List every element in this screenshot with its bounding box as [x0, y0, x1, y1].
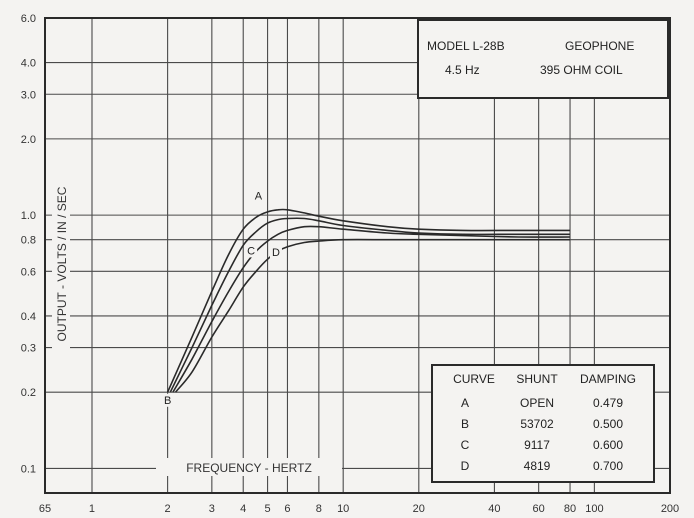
table-cell: D [461, 459, 470, 473]
curve-c [172, 225, 571, 393]
x-tick-label: 65 [39, 503, 51, 515]
table-cell: 53702 [520, 417, 554, 431]
response-curves [166, 208, 571, 393]
table-cell: OPEN [520, 396, 554, 410]
curve-label-bg [161, 393, 174, 407]
table-cell: B [461, 417, 469, 431]
curve-a [166, 208, 570, 393]
curve-labels: A C D B [161, 189, 282, 407]
tick-labels: 65 1 2 3 4 5 6 8 10 20 40 60 80 100 200 0.1 0.2 0.3 0.4 0.6… [21, 13, 679, 515]
y-tick-label: 1.0 [21, 210, 36, 222]
x-tick-label: 4 [240, 503, 246, 515]
y-tick-label: 3.0 [21, 89, 36, 101]
x-tick-label: 100 [585, 503, 603, 515]
curve-label-c: C [247, 245, 255, 257]
y-axis-label: OUTPUT - VOLTS / IN / SEC [55, 186, 69, 341]
geophone-label: GEOPHONE [565, 39, 634, 53]
x-tick-label: 6 [284, 503, 290, 515]
plot-frame [44, 17, 671, 494]
curve-label-b: B [164, 395, 171, 407]
y-tick-label: 0.3 [21, 343, 36, 355]
table-cell: 9117 [524, 438, 550, 452]
curve-label-bg [252, 189, 265, 203]
model-info-box: MODEL L-28B GEOPHONE 4.5 Hz 395 OHM COIL [417, 19, 669, 99]
x-axis-label: FREQUENCY - HERTZ [186, 461, 312, 475]
y-tick-label: 0.4 [21, 311, 36, 323]
table-cell: A [461, 396, 469, 410]
curve-label-d: D [272, 247, 280, 259]
x-tick-label: 1 [89, 503, 95, 515]
curve-d [174, 238, 570, 393]
y-tick-label: 0.1 [21, 463, 36, 475]
x-tick-label: 60 [533, 503, 545, 515]
x-tick-label: 10 [337, 503, 349, 515]
model-label: MODEL L-28B [427, 39, 505, 53]
curve-label-bg [269, 245, 282, 259]
x-tick-label: 40 [488, 503, 500, 515]
curve-label-bg [245, 244, 258, 258]
y-tick-label: 2.0 [21, 134, 36, 146]
y-tick-label: 4.0 [21, 58, 36, 70]
x-tick-label: 8 [316, 503, 322, 515]
x-tick-label: 3 [209, 503, 215, 515]
x-axis-label-group: FREQUENCY - HERTZ [156, 458, 342, 476]
y-tick-label: 0.2 [21, 387, 36, 399]
curve-label-a: A [255, 191, 263, 203]
table-cell: 4819 [524, 459, 551, 473]
x-tick-label: 80 [564, 503, 576, 515]
table-cell: 0.500 [593, 417, 623, 431]
table-cell: 0.479 [593, 396, 623, 410]
table-header: SHUNT [516, 372, 558, 386]
y-tick-label: 6.0 [21, 13, 36, 25]
y-axis-label-group: OUTPUT - VOLTS / IN / SEC [52, 150, 70, 380]
table-header: CURVE [453, 372, 495, 386]
table-cell: C [461, 438, 470, 452]
x-tick-label: 5 [265, 503, 271, 515]
table-cell: 0.600 [593, 438, 623, 452]
x-tick-label: 200 [661, 503, 679, 515]
table-cell: 0.700 [593, 459, 623, 473]
table-header: DAMPING [580, 372, 636, 386]
x-tick-label: 2 [165, 503, 171, 515]
x-tick-label: 20 [413, 503, 425, 515]
damping-table: CURVE SHUNT DAMPING A OPEN 0.479 B 53702 0.500 C 9… [431, 364, 655, 483]
y-tick-label: 0.8 [21, 235, 36, 247]
y-tick-label: 0.6 [21, 266, 36, 278]
natural-frequency-label: 4.5 Hz [445, 63, 480, 77]
curve-b [169, 217, 570, 393]
coil-resistance-label: 395 OHM COIL [540, 63, 623, 77]
